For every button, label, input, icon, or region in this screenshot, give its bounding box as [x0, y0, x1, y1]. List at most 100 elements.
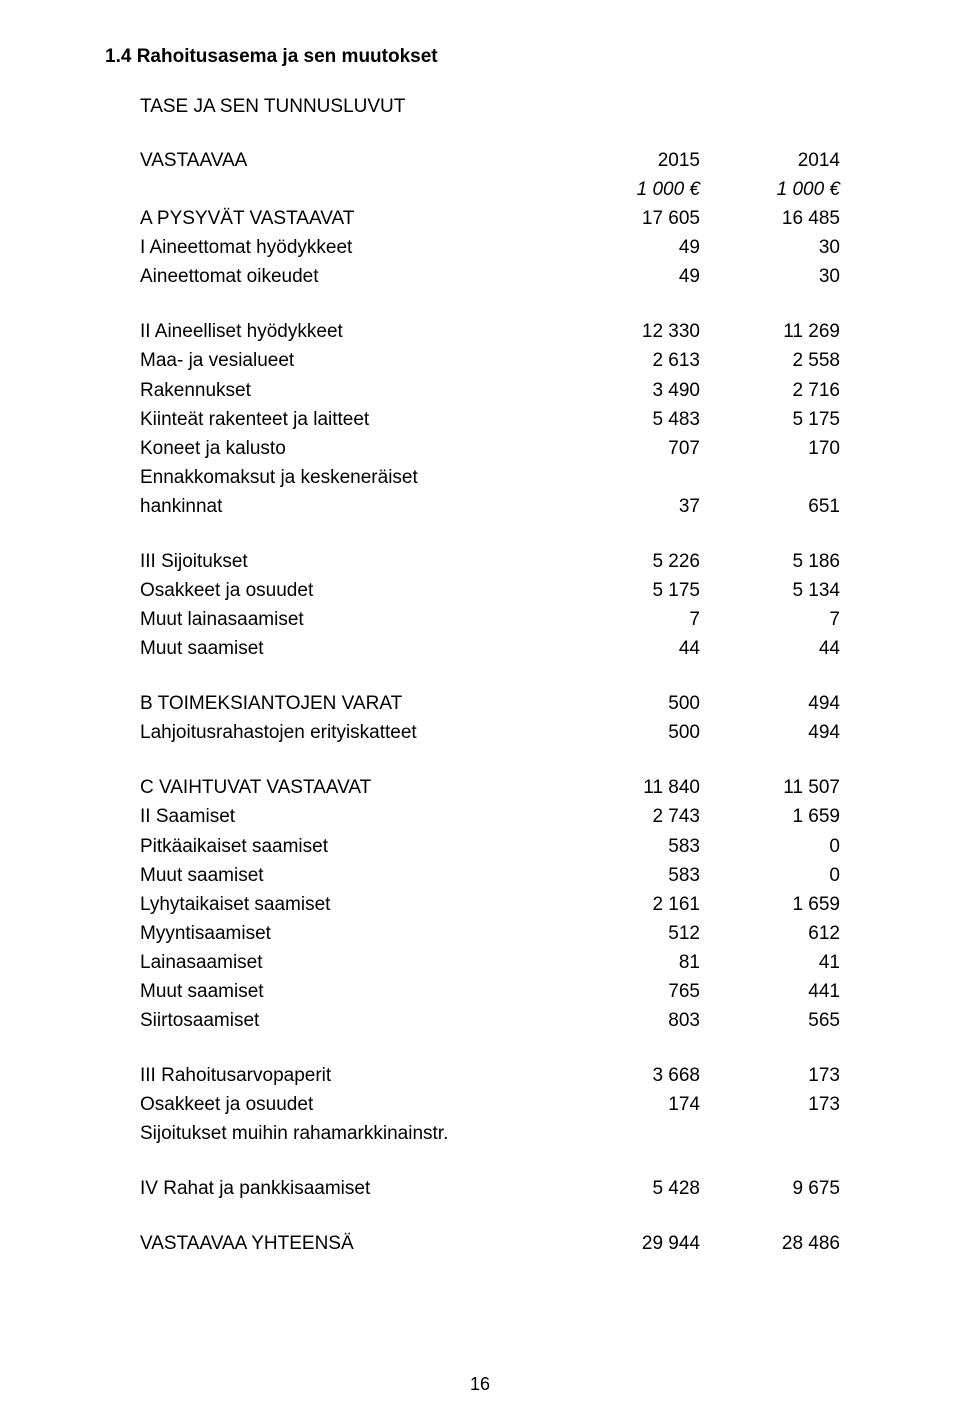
row-value-2014: 494 — [700, 718, 840, 747]
row-value-2015: 2 743 — [560, 802, 700, 831]
row-value-2014: 651 — [700, 492, 840, 521]
page-number: 16 — [0, 1374, 960, 1395]
table-row — [140, 291, 840, 317]
row-value-2015: 5 428 — [560, 1174, 700, 1203]
table-row — [140, 1148, 840, 1174]
table-row: VASTAAVAA YHTEENSÄ29 94428 486 — [140, 1229, 840, 1258]
row-label: II Aineelliset hyödykkeet — [140, 317, 560, 346]
row-value-2015: 81 — [560, 948, 700, 977]
row-value-2015: 803 — [560, 1006, 700, 1035]
table-header-row: VASTAAVAA 2015 2014 — [140, 146, 840, 175]
row-value-2015: 512 — [560, 919, 700, 948]
balance-table: VASTAAVAA 2015 2014 1 000 € 1 000 € A PY… — [140, 146, 840, 1259]
row-value-2015: 12 330 — [560, 317, 700, 346]
row-value-2014: 1 659 — [700, 890, 840, 919]
row-value-2014: 11 507 — [700, 773, 840, 802]
row-value-2015 — [560, 463, 700, 492]
table-row: Kiinteät rakenteet ja laitteet5 4835 175 — [140, 405, 840, 434]
row-value-2014: 441 — [700, 977, 840, 1006]
gap-cell — [140, 1148, 840, 1174]
unit-blank — [140, 175, 560, 204]
row-label: C VAIHTUVAT VASTAAVAT — [140, 773, 560, 802]
table-row: III Rahoitusarvopaperit3 668173 — [140, 1061, 840, 1090]
table-row: Pitkäaikaiset saamiset5830 — [140, 832, 840, 861]
row-label: Muut saamiset — [140, 634, 560, 663]
row-value-2015: 49 — [560, 262, 700, 291]
row-value-2014: 1 659 — [700, 802, 840, 831]
row-value-2014: 170 — [700, 434, 840, 463]
row-value-2015: 2 613 — [560, 346, 700, 375]
header-year-2015: 2015 — [560, 146, 700, 175]
header-year-2014: 2014 — [700, 146, 840, 175]
row-value-2015: 5 175 — [560, 576, 700, 605]
row-value-2014: 2 716 — [700, 376, 840, 405]
gap-cell — [140, 747, 840, 773]
row-label: IV Rahat ja pankkisaamiset — [140, 1174, 560, 1203]
table-row: Muut saamiset4444 — [140, 634, 840, 663]
row-value-2014: 44 — [700, 634, 840, 663]
gap-cell — [140, 291, 840, 317]
unit-y1: 1 000 € — [560, 175, 700, 204]
row-value-2015: 37 — [560, 492, 700, 521]
row-value-2014: 16 485 — [700, 204, 840, 233]
row-value-2014: 494 — [700, 689, 840, 718]
row-value-2015: 11 840 — [560, 773, 700, 802]
row-value-2015: 765 — [560, 977, 700, 1006]
row-value-2015: 3 490 — [560, 376, 700, 405]
table-row — [140, 521, 840, 547]
table-row: Lahjoitusrahastojen erityiskatteet500494 — [140, 718, 840, 747]
row-value-2014: 612 — [700, 919, 840, 948]
row-value-2015: 707 — [560, 434, 700, 463]
row-label: Koneet ja kalusto — [140, 434, 560, 463]
row-label: Osakkeet ja osuudet — [140, 1090, 560, 1119]
table-row — [140, 1035, 840, 1061]
row-label: hankinnat — [140, 492, 560, 521]
row-value-2014: 41 — [700, 948, 840, 977]
table-row: II Saamiset2 7431 659 — [140, 802, 840, 831]
row-value-2014: 5 186 — [700, 547, 840, 576]
row-value-2014: 565 — [700, 1006, 840, 1035]
table-row: Ennakkomaksut ja keskeneräiset — [140, 463, 840, 492]
table-row: IV Rahat ja pankkisaamiset5 4289 675 — [140, 1174, 840, 1203]
table-body: A PYSYVÄT VASTAAVAT17 60516 485I Aineett… — [140, 204, 840, 1258]
table-row: A PYSYVÄT VASTAAVAT17 60516 485 — [140, 204, 840, 233]
row-value-2015: 583 — [560, 861, 700, 890]
table-row: Osakkeet ja osuudet5 1755 134 — [140, 576, 840, 605]
row-value-2014: 0 — [700, 832, 840, 861]
section-subtitle: TASE JA SEN TUNNUSLUVUT — [140, 96, 855, 118]
row-label: Maa- ja vesialueet — [140, 346, 560, 375]
row-value-2015: 3 668 — [560, 1061, 700, 1090]
row-label: Muut saamiset — [140, 977, 560, 1006]
row-label: Sijoitukset muihin rahamarkkinainstr. — [140, 1119, 560, 1148]
row-label: Muut lainasaamiset — [140, 605, 560, 634]
row-value-2014: 9 675 — [700, 1174, 840, 1203]
row-value-2015: 7 — [560, 605, 700, 634]
table-row: Rakennukset3 4902 716 — [140, 376, 840, 405]
table-row — [140, 747, 840, 773]
table-row — [140, 663, 840, 689]
row-label: Kiinteät rakenteet ja laitteet — [140, 405, 560, 434]
table-row — [140, 1203, 840, 1229]
table-row: Myyntisaamiset512612 — [140, 919, 840, 948]
unit-y2: 1 000 € — [700, 175, 840, 204]
row-label: Rakennukset — [140, 376, 560, 405]
table-row: Osakkeet ja osuudet174173 — [140, 1090, 840, 1119]
table-row: II Aineelliset hyödykkeet12 33011 269 — [140, 317, 840, 346]
row-label: Myyntisaamiset — [140, 919, 560, 948]
row-value-2014: 0 — [700, 861, 840, 890]
section-title: 1.4 Rahoitusasema ja sen muutokset — [105, 46, 855, 68]
row-label: Lyhytaikaiset saamiset — [140, 890, 560, 919]
table-row: Muut lainasaamiset77 — [140, 605, 840, 634]
row-value-2015: 44 — [560, 634, 700, 663]
row-label: Lainasaamiset — [140, 948, 560, 977]
row-label: Aineettomat oikeudet — [140, 262, 560, 291]
row-value-2014: 5 175 — [700, 405, 840, 434]
row-value-2015: 17 605 — [560, 204, 700, 233]
table-row: hankinnat37651 — [140, 492, 840, 521]
table-row: Lainasaamiset8141 — [140, 948, 840, 977]
gap-cell — [140, 1035, 840, 1061]
row-label: III Rahoitusarvopaperit — [140, 1061, 560, 1090]
table-row: Siirtosaamiset803565 — [140, 1006, 840, 1035]
table-row: III Sijoitukset5 2265 186 — [140, 547, 840, 576]
row-value-2014: 28 486 — [700, 1229, 840, 1258]
